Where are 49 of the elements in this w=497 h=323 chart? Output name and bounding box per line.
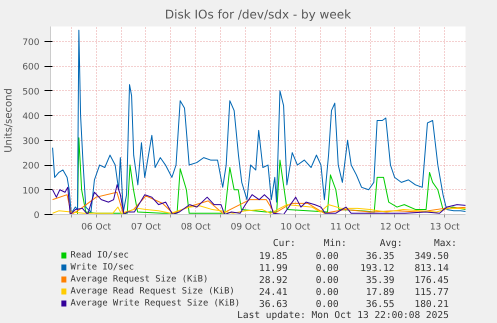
x-tick-label: 10 Oct	[280, 222, 311, 232]
y-tick-label: 600	[22, 62, 40, 73]
y-tick-label: 700	[22, 38, 40, 48]
y-tick-label: 200	[22, 162, 40, 172]
text: 11.99	[259, 263, 288, 274]
text: 17.89	[366, 287, 395, 298]
text: 349.50	[414, 251, 450, 262]
text: Max:	[434, 238, 457, 249]
legend-label: Average Request Size (KiB)	[70, 274, 208, 284]
line-series	[52, 30, 466, 214]
y-tick-label: 0	[34, 211, 40, 221]
x-tick-label: 12 Oct	[380, 222, 410, 232]
text: 36.63	[259, 299, 288, 310]
text: 36.35	[366, 251, 395, 262]
text: 36.55	[366, 299, 395, 310]
chart-title: Disk IOs for /dev/sdx - by week	[164, 8, 352, 22]
text: 0.00	[316, 275, 339, 286]
y-tick-label: 300	[22, 136, 40, 147]
x-tick-label: 13 Oct	[430, 222, 460, 232]
text: 28.92	[259, 275, 288, 286]
y-tick-label: 500	[22, 87, 40, 98]
x-tick-label: 07 Oct	[131, 222, 162, 232]
legend-label: Average Write Request Size (KiB)	[70, 298, 240, 308]
text: Last update: Mon Oct 13 22:00:08 2025	[237, 310, 449, 321]
text: Avg:	[380, 238, 403, 249]
text: 0.00	[316, 251, 339, 262]
legend-label: Average Read Request Size (KiB)	[70, 286, 235, 296]
text: 176.45	[414, 275, 449, 286]
text: 0.00	[316, 287, 339, 298]
x-tick-label: 06 Oct	[81, 222, 112, 232]
text: 193.12	[360, 263, 395, 274]
x-tick-label: 09 Oct	[230, 222, 261, 232]
x-tick-label: 08 Oct	[180, 222, 212, 232]
text: 115.77	[414, 287, 449, 298]
y-tick-label: 400	[22, 112, 40, 122]
text: Cur:	[272, 238, 296, 249]
y-tick-label: 100	[22, 186, 40, 196]
text: 180.21	[414, 299, 450, 310]
text: Min:	[324, 238, 347, 249]
x-tick-label: 11 Oct	[330, 222, 361, 232]
y-axis-title: Units/second	[3, 88, 14, 153]
text: 0.00	[316, 263, 339, 274]
text: 813.14	[414, 263, 450, 274]
text: 19.85	[259, 251, 288, 262]
text: 35.39	[366, 275, 395, 286]
text: 0.00	[316, 299, 339, 310]
legend-label: Write IO/sec	[70, 262, 134, 272]
legend-label: Read IO/sec	[70, 250, 129, 260]
text: 24.41	[259, 287, 288, 298]
